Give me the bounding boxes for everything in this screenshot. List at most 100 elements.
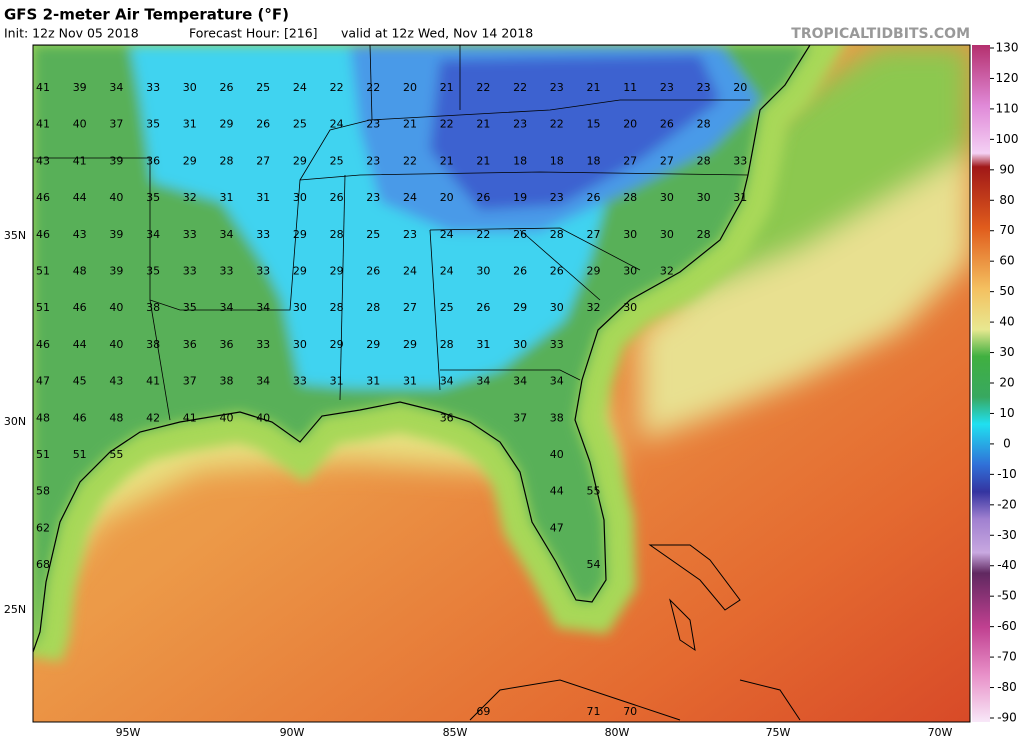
station-value: 32 [660,265,674,278]
station-value: 40 [109,191,123,204]
station-value: 30 [476,265,490,278]
station-value: 38 [220,375,234,388]
station-value: 31 [476,338,490,351]
station-value: 29 [366,338,380,351]
station-value: 28 [697,228,711,241]
latitude-label: 25N [4,603,26,616]
station-value: 29 [330,265,344,278]
station-value: 33 [146,81,160,94]
station-value: 38 [146,301,160,314]
station-value: 39 [73,81,87,94]
colorbar-label: 70 [999,223,1014,237]
station-value: 39 [109,265,123,278]
station-value: 27 [660,154,674,167]
forecast-hour: Forecast Hour: [216] [189,26,318,41]
station-value: 54 [587,558,601,571]
colorbar-label: -70 [997,650,1017,664]
longitude-label: 95W [116,726,141,739]
station-value: 45 [73,375,87,388]
station-value: 46 [73,301,87,314]
station-values: 41 39 34 33 30 26 25 24 22 22 20 21 22 22 23 21 11 23 23 20… [36,81,747,718]
colorbar-label: 20 [999,376,1014,390]
station-value: 30 [293,301,307,314]
station-value: 48 [36,411,50,424]
station-value: 34 [513,375,527,388]
station-value: 22 [550,118,564,131]
station-value: 30 [513,338,527,351]
station-value: 33 [293,375,307,388]
station-value: 33 [183,228,197,241]
station-value: 35 [183,301,197,314]
colorbar-label: 80 [999,193,1014,207]
station-value: 28 [330,301,344,314]
station-value: 34 [476,375,490,388]
colorbar-label: -40 [997,558,1017,572]
station-value: 32 [587,301,601,314]
latitude-label: 30N [4,415,26,428]
longitude-label: 85W [443,726,468,739]
station-value: 23 [697,81,711,94]
station-value: 30 [550,301,564,314]
longitude-label: 90W [280,726,305,739]
colorbar-label: 40 [999,315,1014,329]
station-value: 51 [36,448,50,461]
longitude-label: 80W [605,726,630,739]
station-value: 30 [697,191,711,204]
colorbar-label: -50 [997,589,1017,603]
station-value: 23 [366,118,380,131]
station-value: 48 [73,265,87,278]
station-value: 26 [330,191,344,204]
colorbar-label: -30 [997,528,1017,542]
station-value: 21 [440,81,454,94]
station-value: 40 [73,118,87,131]
colorbar-label: -60 [997,619,1017,633]
station-value: 39 [109,154,123,167]
station-value: 40 [256,411,270,424]
station-value: 40 [109,338,123,351]
colorbar-label: 90 [999,162,1014,176]
colorbar-label: 120 [996,71,1019,85]
station-value: 36 [146,154,160,167]
station-value: 25 [256,81,270,94]
station-value: 23 [366,191,380,204]
coastline [33,45,811,653]
station-value: 47 [550,521,564,534]
longitude-label: 75W [766,726,791,739]
brand: TROPICALTIDBITS.COM [791,26,970,42]
colorbar-label: -20 [997,497,1017,511]
station-value: 22 [403,154,417,167]
station-value: 28 [220,154,234,167]
station-value: 24 [293,81,307,94]
station-value: 70 [623,705,637,718]
valid-time: valid at 12z Wed, Nov 14 2018 [341,26,533,41]
station-value: 46 [73,411,87,424]
station-value: 31 [403,375,417,388]
station-value: 41 [36,81,50,94]
state-borders [33,45,750,421]
station-value: 55 [587,485,601,498]
station-value: 23 [513,118,527,131]
station-value: 26 [513,228,527,241]
station-value: 51 [73,448,87,461]
station-value: 34 [256,375,270,388]
station-value: 35 [146,265,160,278]
station-value: 46 [36,228,50,241]
station-value: 22 [440,118,454,131]
station-value: 31 [330,375,344,388]
station-value: 35 [146,191,160,204]
station-value: 43 [73,228,87,241]
station-value: 26 [513,265,527,278]
station-value: 47 [36,375,50,388]
station-value: 18 [587,154,601,167]
colorbar-label: 10 [999,406,1014,420]
station-value: 30 [293,338,307,351]
station-value: 29 [513,301,527,314]
station-value: 39 [109,228,123,241]
station-value: 31 [366,375,380,388]
station-value: 33 [256,338,270,351]
colorbar-label: -10 [997,467,1017,481]
station-value: 41 [146,375,160,388]
station-value: 41 [183,411,197,424]
station-value: 30 [183,81,197,94]
